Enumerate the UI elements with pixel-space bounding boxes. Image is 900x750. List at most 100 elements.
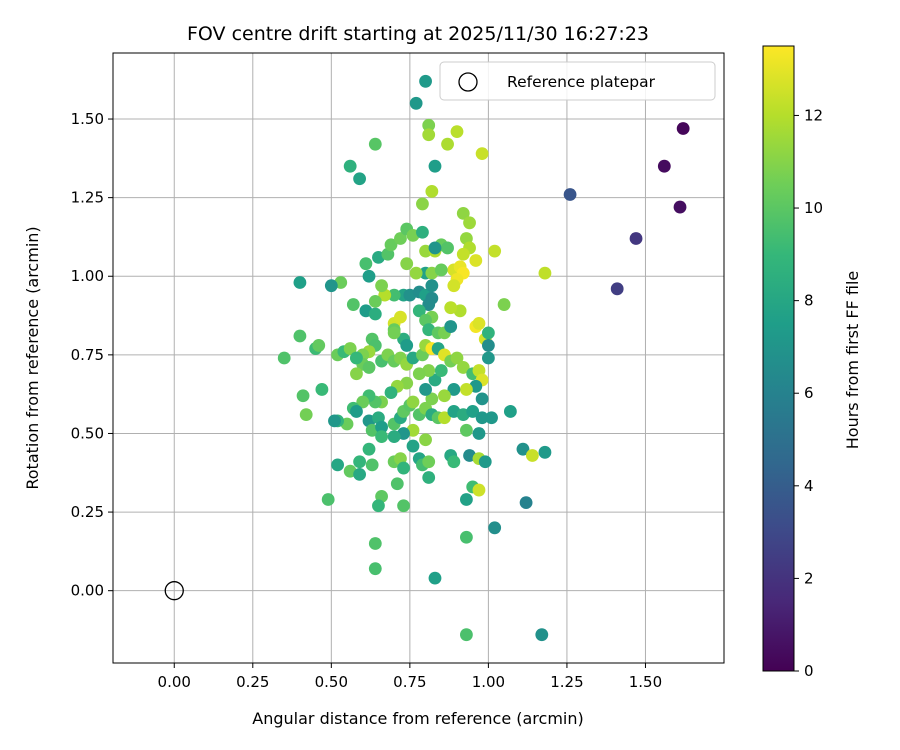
y-tick-label: 0.25: [71, 503, 104, 521]
data-point: [387, 430, 401, 444]
data-point: [481, 326, 495, 340]
data-point: [425, 392, 439, 406]
data-point: [384, 386, 398, 399]
data-point: [503, 405, 517, 418]
data-point: [538, 445, 552, 459]
data-point: [485, 411, 498, 425]
data-point: [422, 298, 436, 311]
data-point: [406, 439, 420, 453]
data-point: [425, 184, 439, 198]
data-point: [460, 530, 473, 544]
data-point: [419, 433, 432, 447]
data-point: [409, 266, 423, 280]
data-point: [293, 276, 307, 289]
data-point: [312, 339, 326, 352]
data-point: [657, 159, 671, 173]
data-point: [277, 351, 291, 365]
data-point: [444, 301, 458, 315]
x-tick-label: 0.50: [315, 673, 348, 691]
colorbar: 0 2 4 6 8 10 12 Hours from first FF file: [762, 45, 862, 680]
data-point: [353, 467, 366, 481]
data-point: [362, 442, 376, 456]
data-point: [400, 257, 414, 271]
data-point: [516, 442, 530, 456]
data-point: [460, 423, 473, 437]
data-point: [362, 269, 376, 283]
data-point: [324, 279, 338, 293]
data-point: [438, 411, 451, 425]
y-tick-label: 1.50: [71, 110, 104, 128]
data-point: [450, 125, 464, 139]
data-point: [481, 351, 495, 365]
data-point: [328, 414, 341, 428]
data-point: [450, 351, 464, 365]
data-point: [478, 455, 492, 469]
data-point: [343, 159, 357, 173]
data-point: [394, 232, 407, 245]
legend-label-reference: Reference platepar: [507, 73, 656, 91]
x-tick-label: 0.75: [393, 673, 426, 691]
legend-box: [439, 61, 716, 101]
data-point: [406, 395, 420, 409]
data-point: [438, 389, 451, 403]
data-point: [447, 279, 461, 293]
data-point: [434, 364, 448, 377]
data-point: [365, 458, 379, 472]
scatter-points: [277, 74, 690, 642]
data-point: [397, 461, 410, 475]
data-point: [629, 232, 643, 245]
data-point: [368, 295, 382, 308]
data-point: [444, 320, 458, 333]
y-axis-label: Rotation from reference (arcmin): [23, 226, 42, 489]
data-point: [416, 197, 429, 211]
data-point: [425, 279, 439, 293]
data-point: [563, 188, 577, 201]
data-point: [299, 408, 313, 421]
data-point: [428, 159, 442, 173]
x-axis-label: Angular distance from reference (arcmin): [252, 709, 583, 728]
data-point: [535, 628, 549, 642]
colorbar-tick-label: 2: [804, 569, 814, 587]
reference-point-marker: [164, 581, 184, 601]
data-point: [356, 395, 370, 409]
data-point: [676, 122, 690, 135]
data-point: [460, 493, 473, 506]
data-point: [460, 628, 473, 642]
data-point: [441, 241, 454, 255]
data-point: [488, 244, 502, 258]
data-point: [463, 216, 476, 230]
data-point: [428, 241, 442, 255]
y-axis-ticks: 0.00 0.25 0.50 0.75 1.00 1.25 1.50: [71, 110, 113, 600]
x-tick-label: 1.00: [472, 673, 505, 691]
data-point: [610, 282, 624, 296]
data-point: [321, 493, 335, 506]
data-point: [368, 537, 382, 550]
x-tick-label: 1.50: [629, 673, 662, 691]
data-point: [397, 499, 410, 513]
legend-marker-reference: [458, 72, 478, 92]
data-point: [375, 420, 388, 434]
data-point: [422, 471, 436, 484]
data-point: [375, 430, 388, 444]
data-point: [350, 405, 363, 418]
data-point: [538, 266, 552, 280]
data-point: [412, 367, 426, 381]
data-point: [456, 247, 470, 261]
x-tick-label: 1.25: [550, 673, 583, 691]
data-point: [372, 499, 385, 513]
colorbar-tick-label: 6: [804, 384, 814, 402]
data-point: [422, 118, 436, 132]
colorbar-tick-label: 8: [804, 292, 814, 310]
x-tick-label: 0.00: [158, 673, 191, 691]
data-point: [481, 339, 495, 352]
data-point: [368, 137, 382, 151]
data-point: [456, 361, 470, 374]
data-point: [387, 326, 401, 340]
data-point: [375, 279, 388, 293]
data-point: [293, 329, 307, 343]
data-point: [387, 288, 401, 302]
data-point: [331, 458, 345, 472]
data-point: [525, 449, 539, 462]
data-point: [362, 361, 376, 374]
